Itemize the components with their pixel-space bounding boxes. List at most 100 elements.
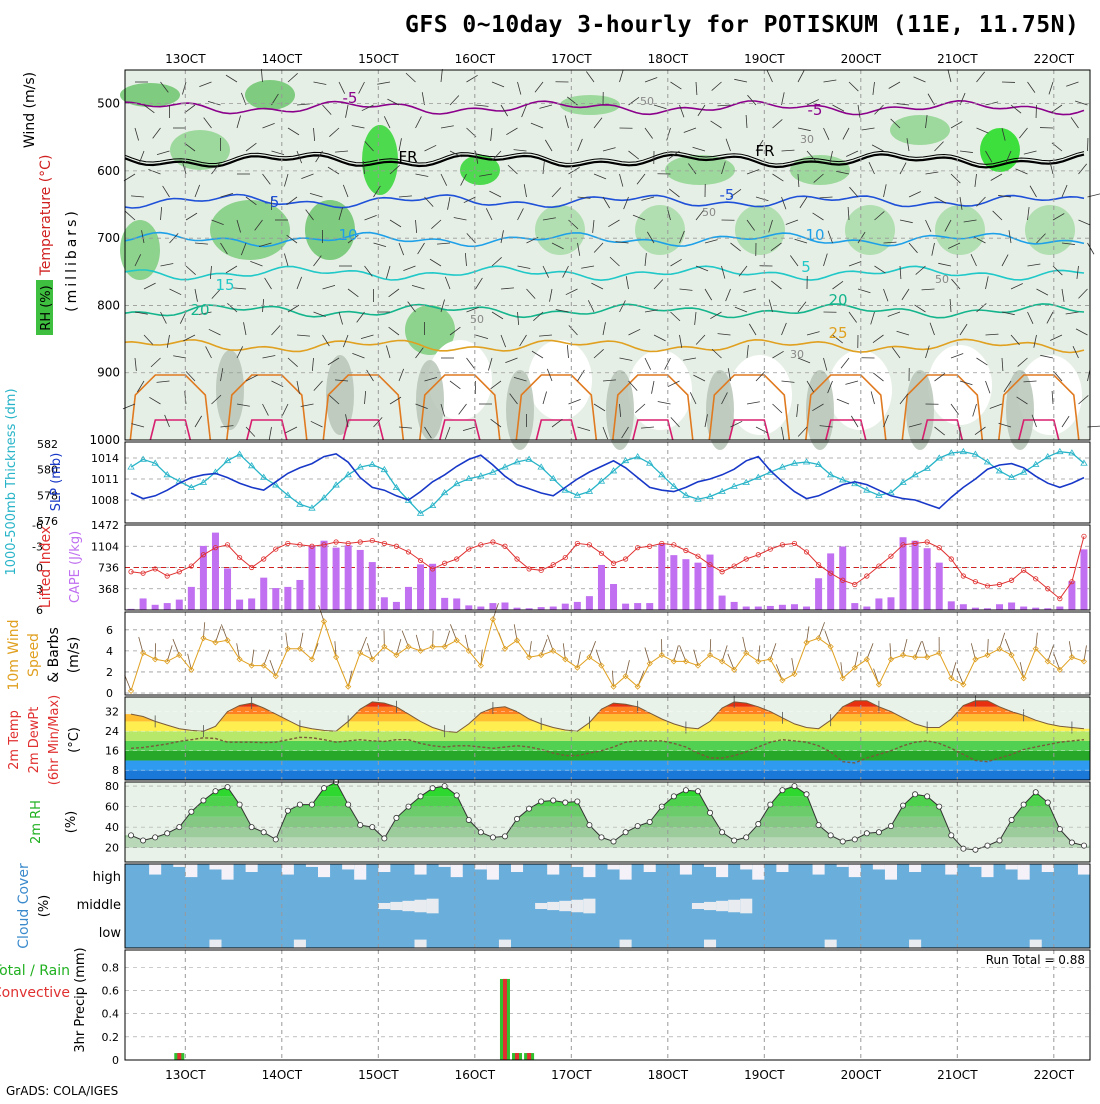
cloud-middle-gap [415,900,427,912]
isotherm-label: 15 [215,276,234,294]
cape-bar [719,596,726,610]
temp-axis-label: 2m Temp [7,710,22,770]
rh-axis-label: RH (%) [39,285,54,330]
cloud-level-label: middle [77,898,121,913]
cloud-middle-gap [547,902,559,910]
bottom-date-label: 18OCT [648,1068,689,1082]
top-date-label: 19OCT [744,52,785,66]
pressure-tick-label: 1000 [89,433,120,447]
rh-point [671,794,676,799]
cape-tick-label: 1104 [91,540,119,553]
cape-bar [140,598,147,610]
cloud-low-gap [909,940,921,948]
rh-point [683,788,688,793]
top-date-label: 21OCT [937,52,978,66]
cloud-middle-gap [571,900,583,912]
cape-axis-label: CAPE (J/kg) [68,531,83,603]
isotherm-label: FR [398,148,417,166]
precip-tick-label: 0.8 [102,961,120,974]
cape-bar [863,607,870,610]
rh-point [225,785,230,790]
cape-bar [755,607,762,610]
thickness-tick-label: 582 [37,438,58,451]
top-date-label: 15OCT [358,52,399,66]
top-date-label: 14OCT [262,52,303,66]
temp-tick-label: 24 [105,725,119,738]
bottom-date-label: 22OCT [1034,1068,1075,1082]
cape-bar [743,607,750,610]
moist-column [416,360,444,440]
wind-tick-label: 6 [106,624,113,637]
cloud-high-gap [487,864,499,880]
rh-blob [635,205,685,255]
temp-axis-label: (6hr Min/Max) [47,695,62,785]
rh-blob [1025,205,1075,255]
cape-tick-label: 368 [98,583,119,596]
cape-bar [176,600,183,610]
dry-patch [828,350,892,430]
cloud-high-gap [354,864,366,880]
cloud-low-gap [620,940,632,948]
cape-bar [658,544,665,610]
cloud-high-gap [149,864,161,875]
rh-point [285,808,290,813]
cloud-high-gap [547,864,559,875]
cloud-high-gap [475,864,487,869]
bottom-date-label: 13OCT [165,1068,206,1082]
precip-frame [125,950,1090,1060]
wind-tick-label: 4 [106,645,113,658]
cloud-high-gap [318,864,330,877]
rh-point [599,835,604,840]
cape-bar [948,601,955,610]
cloud-base [125,864,1090,948]
cape-bar [489,603,496,610]
bottom-date-label: 19OCT [744,1068,785,1082]
rh-point [949,833,954,838]
rh-axis-label: 2m RH [29,800,44,844]
top-date-label: 17OCT [551,52,592,66]
wind-barb-10m [680,645,686,661]
rh-point [1069,840,1074,845]
cloud-high-gap [246,864,258,872]
cloud-high-gap [608,864,620,869]
wind-barb-10m [450,624,456,640]
wind-barb-10m [541,639,547,655]
wind-axis-label: & Barbs [46,627,62,683]
rh-tick-label: 20 [105,842,119,855]
cloud-low-gap [209,940,221,948]
wind-barb-10m [819,622,825,638]
cape-bar [887,597,894,610]
cloud-high-gap [813,864,825,875]
run-total-label: Run Total = 0.88 [986,953,1085,967]
wind-barb-10m [645,648,650,664]
cape-bar [357,550,364,610]
cloud-axis-label: Cloud Cover [16,863,32,949]
cloud-high-gap [849,864,861,877]
cloud-high-gap [1018,864,1030,880]
rh-point [695,789,700,794]
cloud-middle-gap [704,902,716,910]
top-date-label: 16OCT [455,52,496,66]
cloud-unit-label: (%) [37,895,52,918]
rh-point [502,834,507,839]
precip-tick-label: 0 [112,1054,119,1067]
rh-point [490,835,495,840]
thickness-axis-label: 1000-500mb Thickness (dm) [4,388,19,575]
cape-bar [236,600,243,610]
rh-point [852,837,857,842]
temp-band [125,751,1090,761]
rh-point [551,798,556,803]
temp-tick-label: 32 [105,706,119,719]
slp-axis-label: SLP (mb) [49,453,64,512]
rh-point [1033,790,1038,795]
cape-bar [260,578,267,610]
moist-column [326,355,354,435]
rh-point [189,809,194,814]
cape-bar [441,598,448,610]
cape-bar [924,548,931,610]
rh-point [647,819,652,824]
rh-point [563,800,568,805]
wind-barb-10m [264,650,270,666]
moist-column [806,370,834,450]
